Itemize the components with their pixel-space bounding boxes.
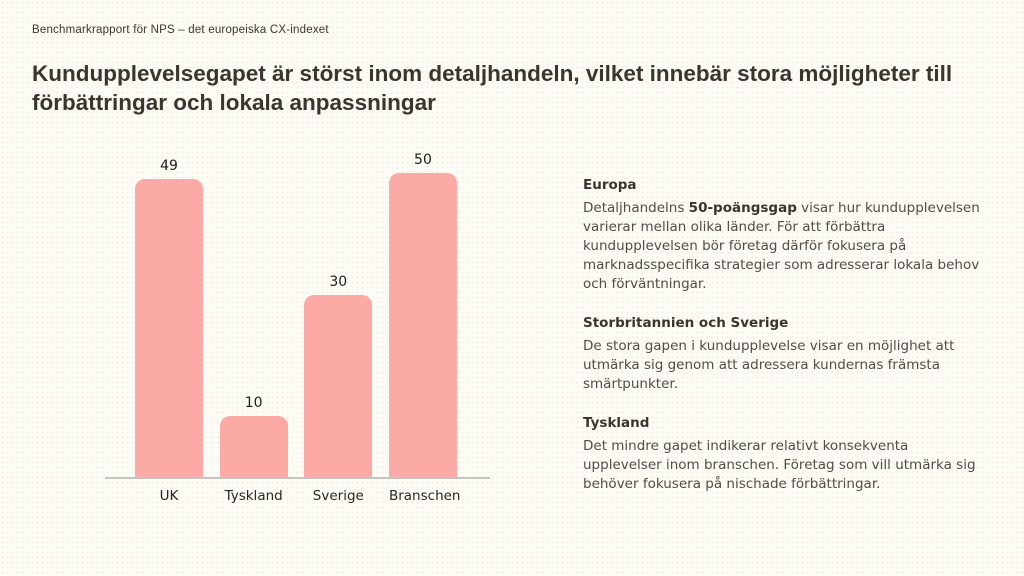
bar-value-label: 50 <box>414 152 432 168</box>
insight-section-tyskland: Tyskland Det mindre gapet indikerar rela… <box>583 414 991 494</box>
bar-category-label: Branschen <box>388 488 461 504</box>
bar-column: 10 <box>219 395 288 477</box>
insight-body-tyskland: Det mindre gapet indikerar relativt kons… <box>583 438 976 492</box>
bar-category-label: UK <box>159 488 179 504</box>
insight-section-uk-sverige: Storbritannien och Sverige De stora gape… <box>583 314 991 394</box>
highlight-50-point-gap: 50-poängsgap <box>688 200 797 216</box>
bar-column: 30 <box>304 274 373 477</box>
bar-category-labels: UK Tyskland Sverige Branschen <box>105 488 490 504</box>
insight-body-uk-sverige: De stora gapen i kundupplevelse visar en… <box>583 338 955 392</box>
insight-body-europa-suffix: visar hur kundupplevelsen varierar mella… <box>583 200 980 292</box>
insights-column: Europa Detaljhandelns 50-poängsgap visar… <box>583 176 991 494</box>
report-eyebrow: Benchmarkrapport för NPS – det europeisk… <box>32 24 329 36</box>
bar <box>304 295 373 477</box>
bar <box>388 173 457 477</box>
bar <box>219 416 288 477</box>
bar-value-label: 30 <box>329 274 348 290</box>
bar <box>135 179 203 477</box>
bar-category-label: Tyskland <box>224 488 283 504</box>
bar-value-label: 10 <box>244 395 263 411</box>
insight-body-europa-prefix: Detaljhandelns <box>583 200 689 216</box>
slide-title: Kundupplevelsegapet är störst inom detal… <box>32 61 953 115</box>
bar-column: 49 <box>135 158 203 477</box>
insight-heading-europa: Europa <box>583 177 637 193</box>
bar-column: 50 <box>388 152 457 477</box>
insight-section-europa: Europa Detaljhandelns 50-poängsgap visar… <box>583 176 991 294</box>
bar-value-label: 49 <box>160 158 178 174</box>
bar-plot: 49 10 30 50 <box>105 152 490 479</box>
bar-category-label: Sverige <box>312 488 364 504</box>
insight-body-europa: Detaljhandelns 50-poängsgap visar hur ku… <box>583 199 991 294</box>
insight-heading-uk-sverige: Storbritannien och Sverige <box>583 315 789 331</box>
bar-chart: 49 10 30 50 UK Tyskland Sverige Branschen <box>105 152 490 504</box>
insight-heading-tyskland: Tyskland <box>583 415 650 431</box>
